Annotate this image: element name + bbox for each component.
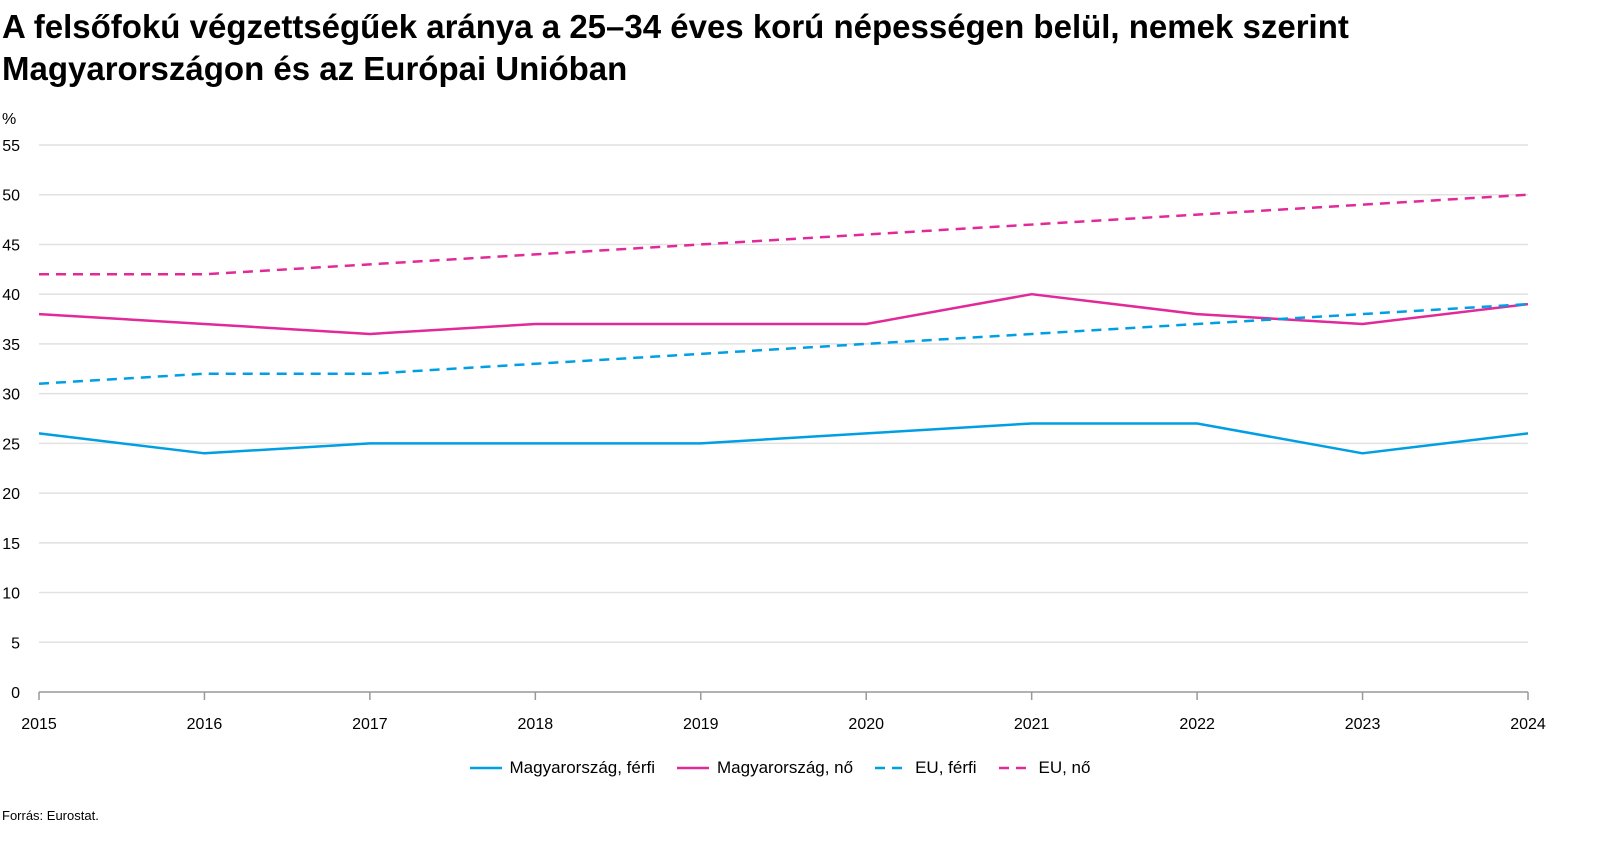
legend-item: EU, nő	[998, 758, 1091, 778]
legend-label: Magyarország, nő	[717, 758, 854, 777]
legend-item: EU, férfi	[875, 758, 977, 778]
legend-item: Magyarország, nő	[677, 758, 853, 778]
x-tick-label: 2015	[21, 716, 57, 733]
legend-item: Magyarország, férfi	[469, 758, 656, 778]
y-tick-label: 50	[2, 188, 20, 205]
y-tick-label: 55	[2, 138, 20, 155]
y-tick-label: 5	[11, 635, 20, 652]
y-tick-label: 10	[2, 586, 20, 603]
line-chart: % 0 5 10 15 20 25 30 35 40 45 50 55 2015 2016 2017 2018 2…	[2, 111, 1546, 733]
source-note: Forrás: Eurostat.	[2, 808, 99, 823]
y-tick-label: 35	[2, 337, 20, 354]
x-tick-label: 2022	[1179, 716, 1215, 733]
y-tick-label: 0	[11, 685, 20, 702]
legend-swatch	[998, 766, 1031, 770]
y-tick-label: 20	[2, 486, 20, 503]
legend-label: Magyarország, férfi	[509, 758, 656, 777]
x-tick-label: 2020	[848, 716, 884, 733]
x-tick-label: 2016	[187, 716, 223, 733]
x-tick-label: 2018	[518, 716, 554, 733]
series-line-1	[38, 292, 1529, 336]
x-tick-label: 2023	[1345, 716, 1381, 733]
chart-title: A felsőfokú végzettségűek aránya a 25–34…	[2, 8, 1349, 87]
x-tick-label: 2017	[352, 716, 388, 733]
x-tick-label: 2021	[1014, 716, 1050, 733]
y-tick-label: 40	[2, 287, 20, 304]
legend-swatch	[469, 766, 502, 770]
x-tick-label: 2019	[683, 716, 719, 733]
series-line-3	[39, 193, 1529, 276]
y-tick-label: 25	[2, 436, 20, 453]
series-line-2	[38, 302, 1529, 385]
y-tick-label: 30	[2, 387, 20, 404]
y-tick-label: 15	[2, 536, 20, 553]
x-tick-label: 2024	[1510, 716, 1546, 733]
series-line-0	[38, 422, 1529, 455]
legend-label: EU, férfi	[915, 758, 977, 777]
legend: Magyarország, férfi Magyarország, nő EU, f…	[0, 758, 1560, 778]
legend-swatch	[677, 766, 710, 770]
legend-label: EU, nő	[1038, 758, 1091, 777]
y-axis-label: %	[2, 111, 16, 128]
y-tick-label: 45	[2, 237, 20, 254]
legend-swatch	[875, 766, 908, 770]
